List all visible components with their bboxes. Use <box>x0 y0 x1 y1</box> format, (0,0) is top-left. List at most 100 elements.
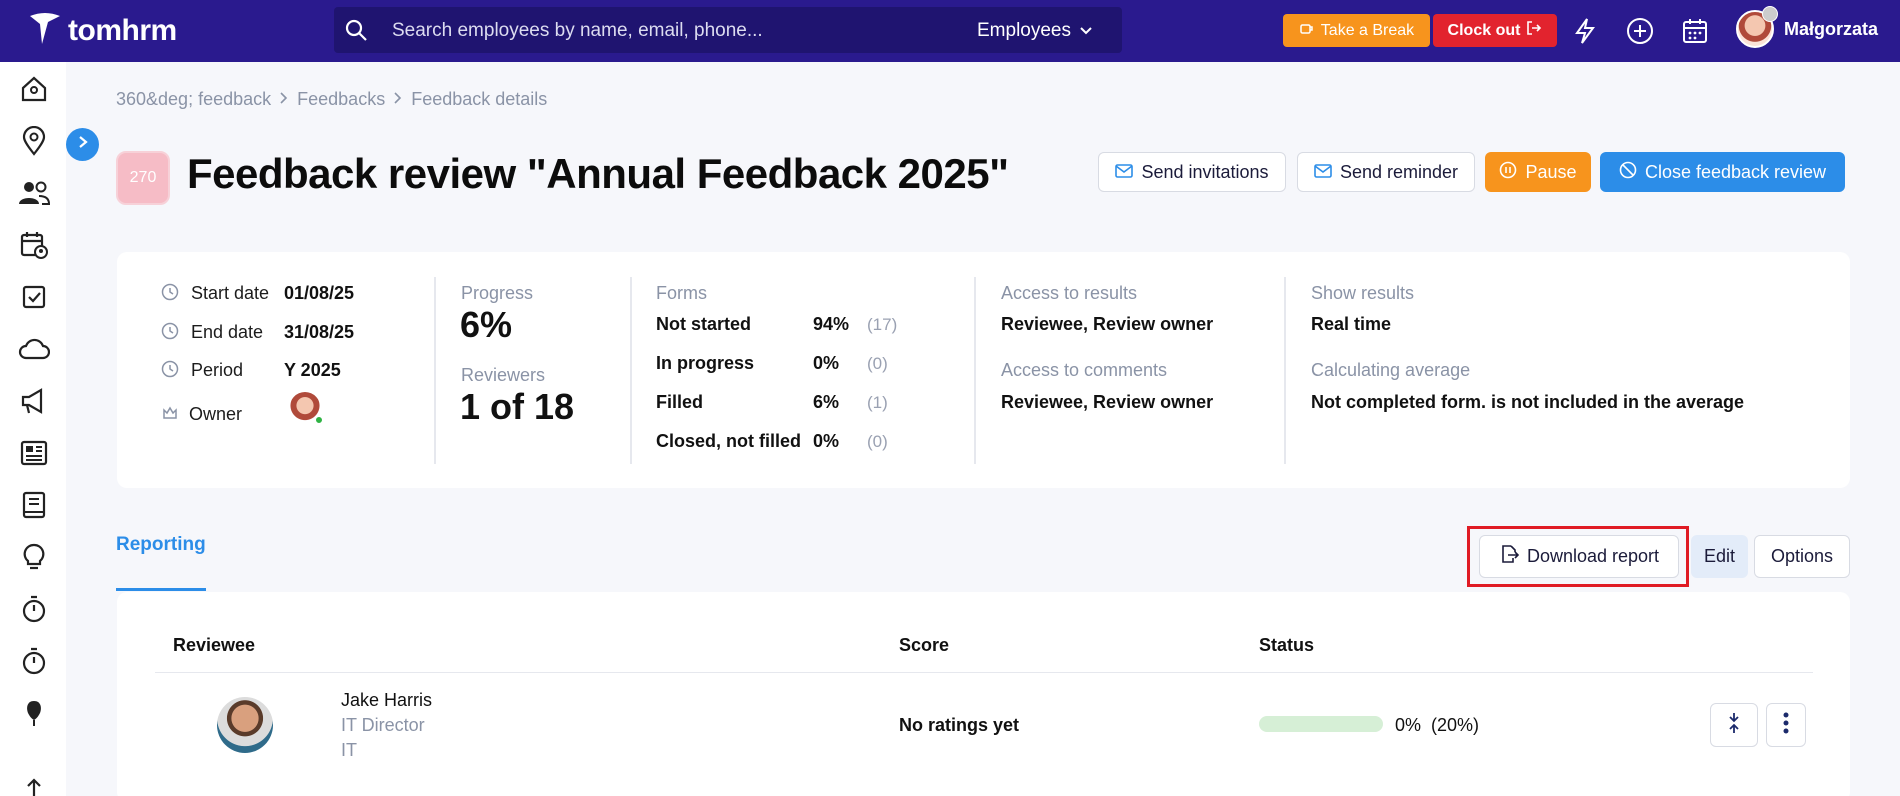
chevron-right-icon <box>77 135 89 154</box>
forms-filled-pct: 6% <box>813 392 840 412</box>
add-circle-icon[interactable] <box>1623 14 1657 48</box>
employee-department: IT <box>341 740 357 760</box>
cloud-icon[interactable] <box>17 332 51 366</box>
user-name: Małgorzata <box>1784 18 1879 39</box>
reviewers-value: 1 of 18 <box>460 386 575 427</box>
forms-closed-pct: 0% <box>813 431 840 451</box>
employee-title: IT Director <box>341 715 425 735</box>
end-date-label: End date <box>191 322 264 342</box>
arrow-up-icon[interactable] <box>17 770 51 796</box>
close-feedback-review-button[interactable]: Close feedback review <box>1600 152 1845 192</box>
start-date-label: Start date <box>191 283 270 303</box>
search-input[interactable]: Search employees by name, email, phone..… <box>392 20 763 41</box>
home-icon[interactable] <box>17 72 51 106</box>
close-review-label: Close feedback review <box>1644 161 1827 182</box>
ban-icon <box>1619 161 1637 184</box>
access-comments-label: Access to comments <box>1001 360 1168 380</box>
app-logo[interactable]: tomhrm <box>28 10 177 51</box>
balloon-icon[interactable] <box>17 696 51 730</box>
divider <box>630 277 632 464</box>
coffee-icon <box>1299 20 1315 41</box>
envelope-icon <box>1314 162 1332 183</box>
online-status-dot <box>315 416 323 424</box>
calendar-user-icon[interactable] <box>17 228 51 262</box>
megaphone-icon[interactable] <box>17 384 51 418</box>
pause-label: Pause <box>1525 161 1577 182</box>
app-name: tomhrm <box>68 13 177 47</box>
access-results-label: Access to results <box>1001 283 1138 303</box>
search-bar[interactable]: Search employees by name, email, phone..… <box>334 7 1122 53</box>
download-report-label: Download report <box>1526 546 1660 566</box>
people-icon[interactable] <box>17 176 51 210</box>
user-avatar <box>1736 6 1778 48</box>
forms-label: Forms <box>656 283 707 303</box>
clock-out-button[interactable]: Clock out <box>1433 14 1557 47</box>
forms-not-started-label: Not started <box>656 314 752 334</box>
row-menu-button[interactable] <box>1766 703 1806 747</box>
timer-icon[interactable] <box>17 644 51 678</box>
book-icon[interactable] <box>17 488 51 522</box>
take-break-label: Take a Break <box>1320 21 1415 39</box>
forms-closed-label: Closed, not filled <box>656 431 802 451</box>
show-results-label: Show results <box>1311 283 1415 303</box>
breadcrumb-item[interactable]: Feedbacks <box>297 89 386 109</box>
download-report-button[interactable]: Download report <box>1479 535 1679 578</box>
status-progress-extra: (20%) <box>1431 715 1480 735</box>
reviewers-label: Reviewers <box>461 365 546 385</box>
send-invitations-button[interactable]: Send invitations <box>1098 152 1286 192</box>
header-divider <box>155 672 1813 673</box>
start-date-value: 01/08/25 <box>284 283 355 303</box>
lightbulb-icon[interactable] <box>17 540 51 574</box>
employee-avatar[interactable] <box>217 697 273 753</box>
highlight-box <box>1467 526 1689 587</box>
edit-button[interactable]: Edit <box>1691 535 1748 578</box>
location-pin-icon[interactable] <box>17 124 51 158</box>
show-results-value: Real time <box>1311 314 1392 334</box>
chevron-right-icon <box>279 89 289 110</box>
end-date-value: 31/08/25 <box>284 322 355 342</box>
breadcrumb: 360&deg; feedback Feedbacks Feedback det… <box>116 89 547 110</box>
send-reminder-button[interactable]: Send reminder <box>1297 152 1475 192</box>
breadcrumb-item: Feedback details <box>411 89 548 109</box>
column-header-reviewee: Reviewee <box>173 635 256 655</box>
divider <box>1284 277 1286 464</box>
column-header-status: Status <box>1259 635 1315 655</box>
calendar-icon[interactable] <box>1678 14 1712 48</box>
period-value: Y 2025 <box>284 360 341 380</box>
send-invitations-label: Send invitations <box>1141 161 1269 182</box>
forms-filled-count: (1) <box>867 393 888 412</box>
owner-avatar[interactable] <box>289 392 323 426</box>
collapse-row-button[interactable] <box>1710 703 1758 747</box>
sidebar-expand-button[interactable] <box>66 128 99 161</box>
checkbox-icon[interactable] <box>17 280 51 314</box>
stopwatch-icon[interactable] <box>17 592 51 626</box>
crown-icon <box>160 403 180 423</box>
pause-icon <box>1499 161 1517 184</box>
newspaper-icon[interactable] <box>17 436 51 470</box>
sidebar <box>0 62 66 796</box>
reviewee-table <box>117 592 1850 796</box>
take-break-button[interactable]: Take a Break <box>1283 14 1430 47</box>
divider <box>974 277 976 464</box>
calc-average-value: Not completed form. is not included in t… <box>1311 392 1745 412</box>
options-button[interactable]: Options <box>1754 535 1850 578</box>
search-icon <box>344 18 368 47</box>
calc-average-label: Calculating average <box>1311 360 1471 380</box>
page-title: Feedback review "Annual Feedback 2025" <box>187 150 1009 197</box>
kebab-menu-icon <box>1783 712 1789 739</box>
pause-button[interactable]: Pause <box>1485 152 1591 192</box>
access-comments-value: Reviewee, Review owner <box>1001 392 1214 412</box>
breadcrumb-item[interactable]: 360&deg; feedback <box>116 89 272 109</box>
divider <box>434 277 436 464</box>
lightning-icon[interactable] <box>1568 14 1602 48</box>
tab-reporting[interactable]: Reporting <box>116 534 206 555</box>
user-menu[interactable]: Małgorzata <box>1736 6 1879 48</box>
employee-name[interactable]: Jake Harris <box>341 690 433 710</box>
period-label: Period <box>191 360 244 380</box>
status-progress-pct: 0% <box>1395 715 1422 735</box>
clock-icon <box>160 321 180 341</box>
chevron-down-icon <box>1079 20 1093 42</box>
score-value: No ratings yet <box>899 715 1020 735</box>
search-scope-dropdown[interactable]: Employees <box>977 20 1093 42</box>
search-scope-label: Employees <box>977 20 1071 41</box>
